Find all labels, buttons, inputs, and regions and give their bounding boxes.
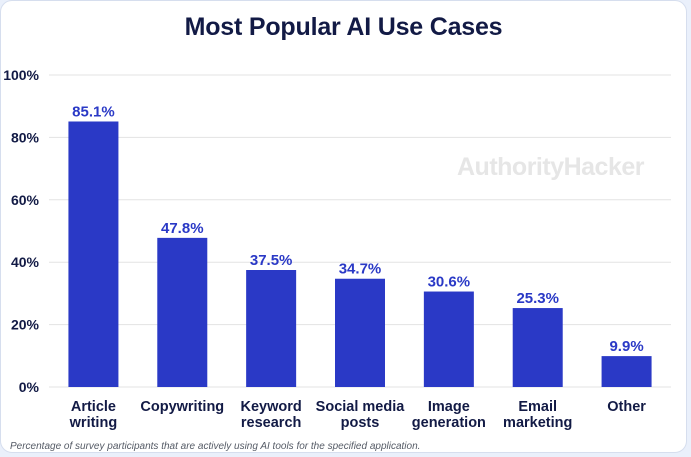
y-tick-label: 80% — [11, 129, 40, 145]
bar — [512, 308, 563, 387]
data-label: 30.6% — [428, 274, 471, 291]
bar — [246, 270, 297, 387]
x-tick-label: research — [241, 415, 301, 431]
x-tick-label: Social media — [316, 399, 406, 415]
y-tick-label: 100% — [3, 67, 39, 83]
bar — [68, 121, 119, 387]
data-label: 9.9% — [609, 338, 643, 355]
y-tick-label: 20% — [11, 317, 40, 333]
bar — [157, 237, 208, 387]
x-tick-label: marketing — [503, 415, 572, 431]
y-tick-label: 60% — [11, 192, 40, 208]
x-tick-label: generation — [412, 415, 486, 431]
x-tick-label: Other — [607, 399, 646, 415]
footnote: Percentage of survey participants that a… — [10, 441, 421, 452]
bar — [601, 356, 652, 387]
bar — [423, 291, 474, 387]
data-label: 85.1% — [72, 103, 115, 120]
y-tick-label: 0% — [19, 379, 40, 395]
x-tick-label: posts — [341, 415, 380, 431]
x-tick-label: Copywriting — [140, 399, 224, 415]
x-tick-label: Keyword — [241, 399, 302, 415]
data-label: 25.3% — [516, 290, 559, 307]
data-label: 34.7% — [339, 261, 382, 278]
data-label: 37.5% — [250, 252, 293, 269]
watermark-logo: AuthorityHacker — [457, 153, 645, 181]
x-tick-label: writing — [69, 415, 118, 431]
bar — [335, 278, 385, 387]
x-tick-label: Article — [71, 399, 116, 415]
x-tick-label: Image — [428, 399, 470, 415]
x-tick-label: Email — [518, 399, 557, 415]
chart-title: Most Popular AI Use Cases — [184, 13, 503, 41]
data-label: 47.8% — [161, 220, 204, 237]
y-tick-label: 40% — [11, 254, 40, 270]
